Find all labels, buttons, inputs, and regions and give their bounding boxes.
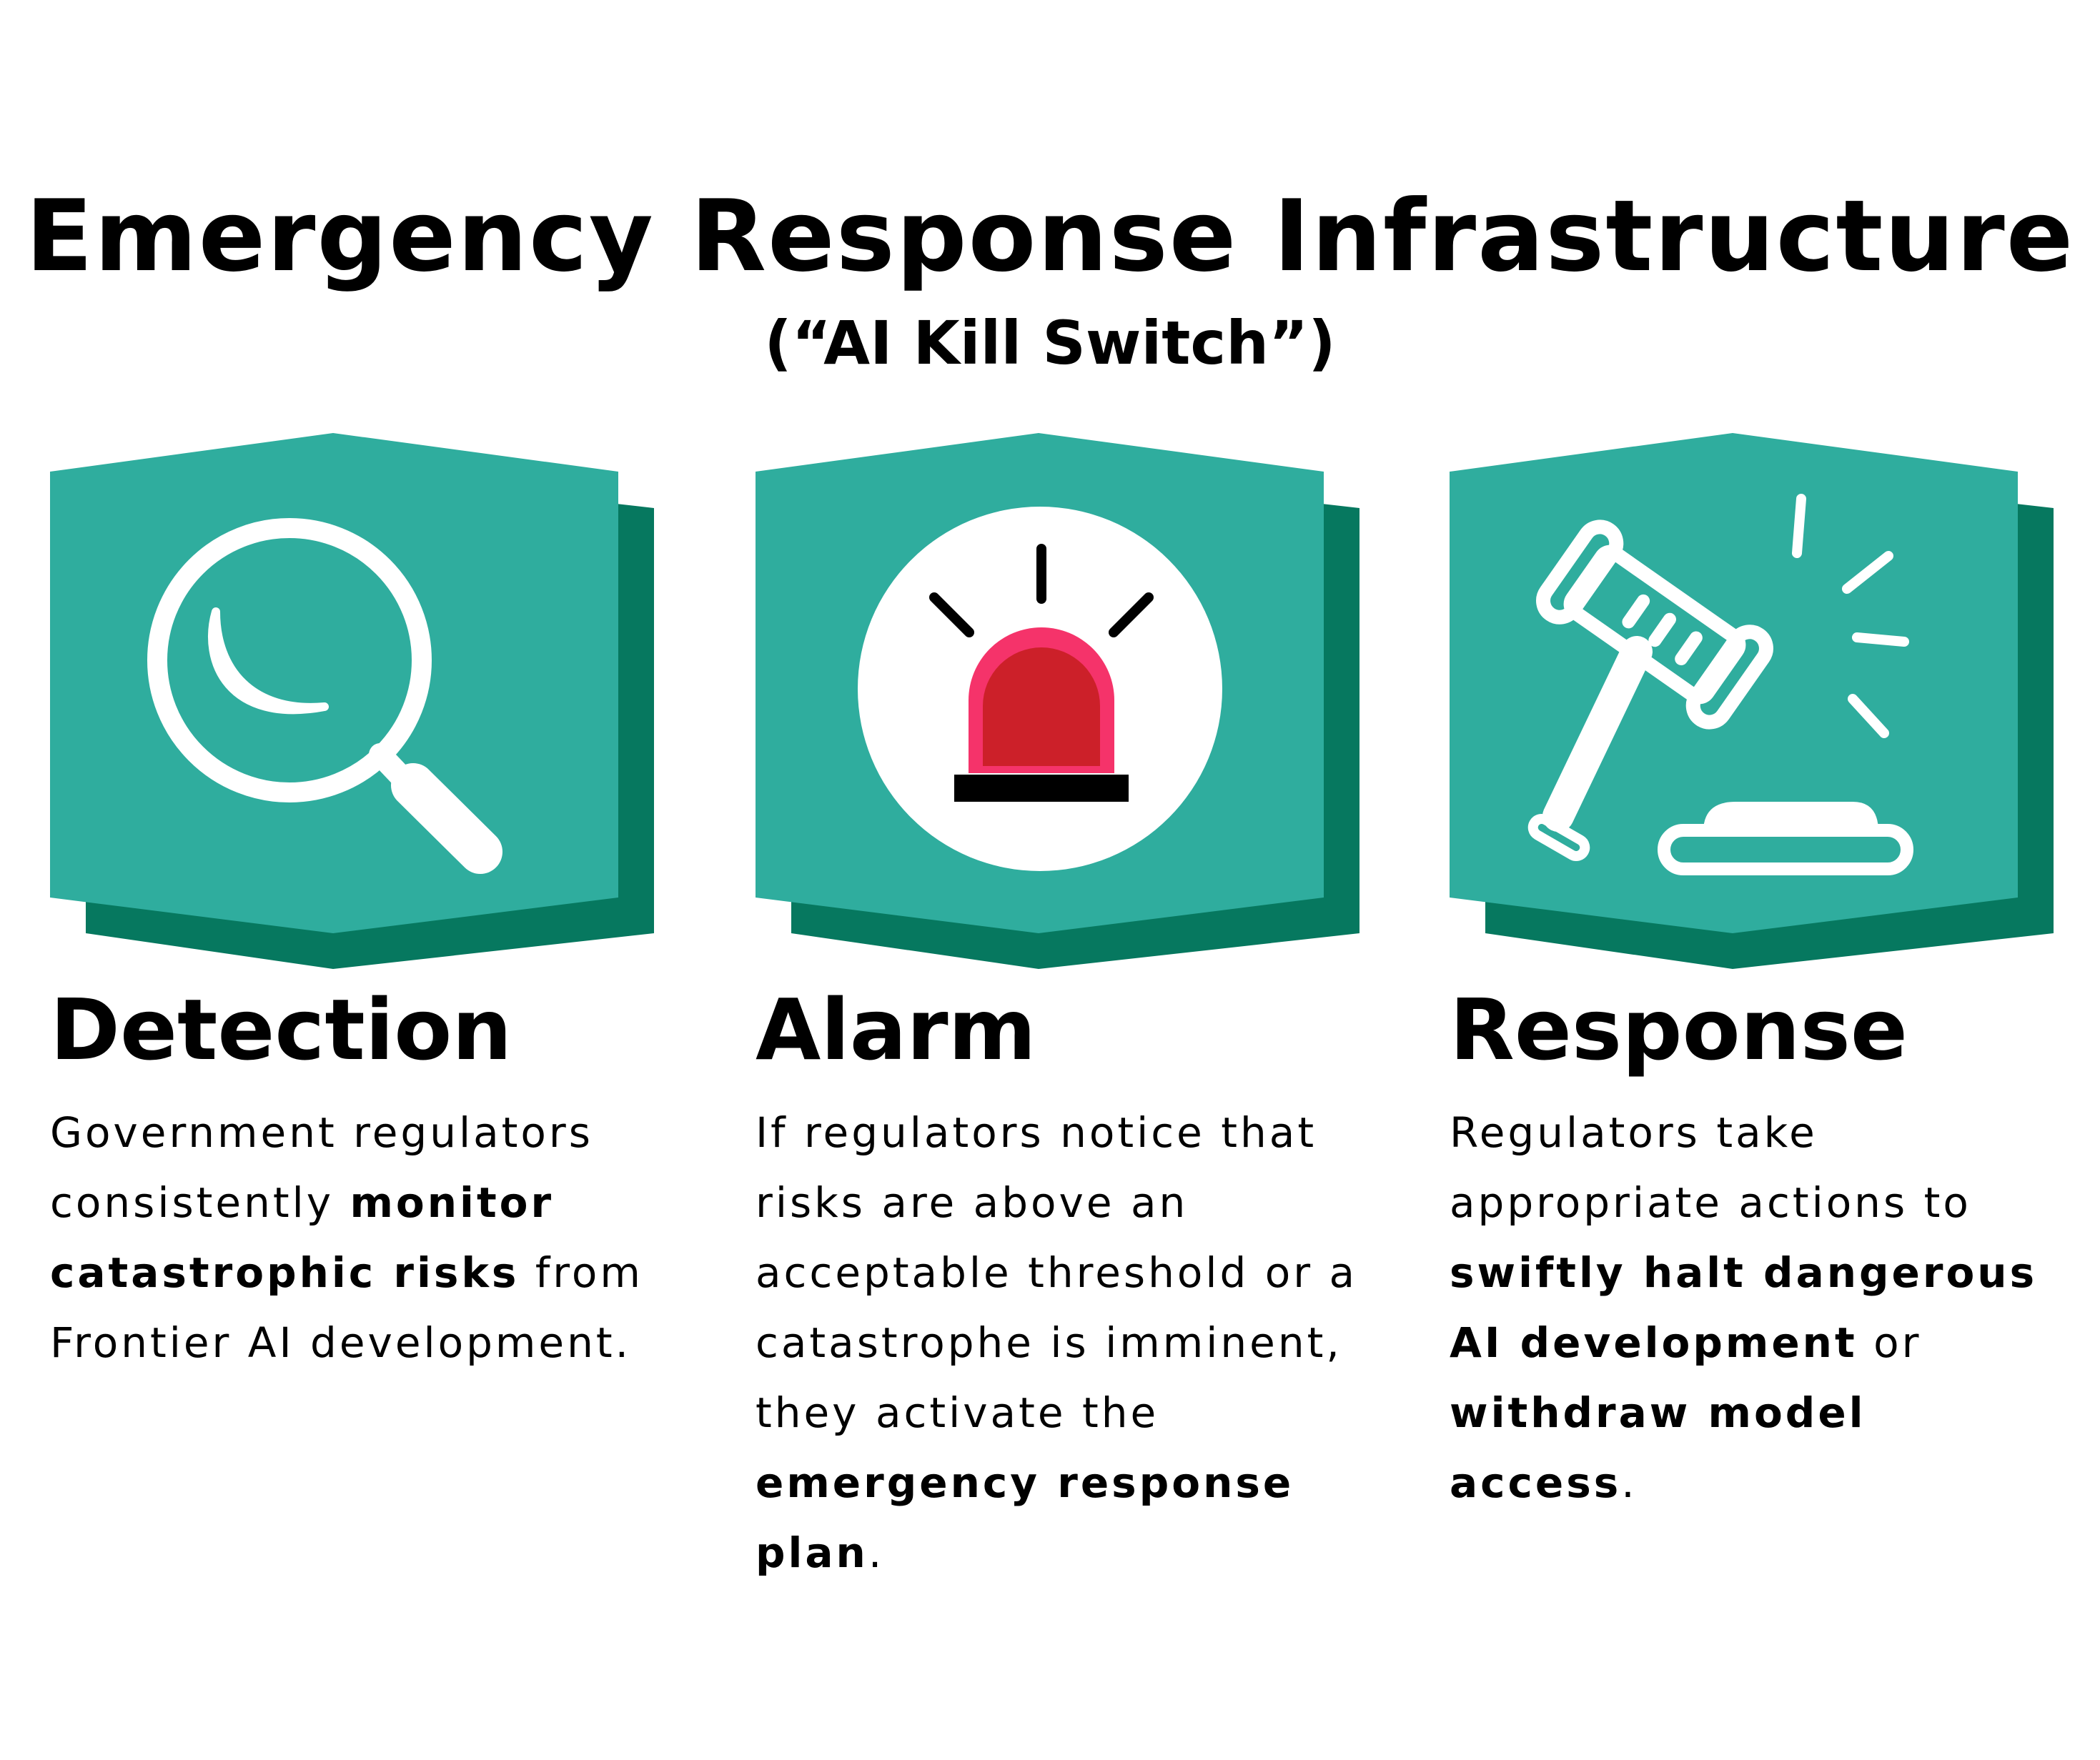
- gavel-icon: [1527, 494, 1913, 875]
- alarm-panel-graphic: [756, 433, 1359, 969]
- gavel-stripe-2: [1648, 612, 1676, 647]
- detection-emphasis: monitor catastrophic risks: [50, 1178, 555, 1297]
- gavel-handle: [1542, 636, 1653, 832]
- detection-description: Government regulators consistently monit…: [50, 1108, 643, 1367]
- alarm-siren-icon: [929, 544, 1154, 802]
- gavel-stripe-1: [1622, 594, 1650, 629]
- alarm-panel: [756, 433, 1402, 969]
- siren-ray-right: [1109, 592, 1154, 637]
- alarm-heading: Alarm: [756, 980, 1036, 1079]
- impact-ray-4: [1848, 694, 1889, 738]
- response-emphasis-1: swiftly halt dangerous AI development: [1450, 1248, 2038, 1367]
- gavel-cap-right: [1685, 625, 1773, 730]
- response-emphasis-2: withdraw model access: [1450, 1388, 1866, 1507]
- alarm-description: If regulators notice that risks are abov…: [756, 1108, 1358, 1577]
- page-subtitle: (“AI Kill Switch”): [764, 308, 1336, 378]
- detection-panel: [50, 433, 697, 969]
- siren-ray-left: [929, 592, 974, 637]
- siren-dome-inner: [983, 647, 1100, 766]
- lens-ring: [147, 518, 432, 802]
- response-heading: Response: [1450, 980, 1908, 1079]
- response-panel: [1450, 433, 2096, 969]
- gavel-cap-left: [1536, 519, 1624, 625]
- alarm-emphasis: emergency response plan: [756, 1458, 1294, 1577]
- gavel-head: [1536, 519, 1773, 730]
- panel-front: [50, 433, 618, 933]
- impact-ray-3: [1852, 632, 1909, 647]
- lens-glare: [208, 607, 329, 715]
- impact-ray-2: [1842, 551, 1893, 594]
- handle-grip: [391, 763, 502, 874]
- sound-block-base: [1658, 824, 1913, 875]
- detection-panel-graphic: [50, 433, 654, 969]
- gavel-handle-end: [1527, 814, 1590, 861]
- gavel-stripe-3: [1675, 631, 1703, 666]
- impact-ray-1: [1792, 494, 1806, 558]
- magnifying-glass-icon: [147, 518, 502, 874]
- siren-base: [954, 775, 1129, 802]
- detection-heading: Detection: [50, 980, 512, 1079]
- panel-front: [1450, 433, 2018, 933]
- response-description: Regulators take appropriate actions to s…: [1450, 1108, 2038, 1507]
- page-title: Emergency Response Infrastructure: [25, 179, 2075, 294]
- response-panel-graphic: [1450, 433, 2054, 969]
